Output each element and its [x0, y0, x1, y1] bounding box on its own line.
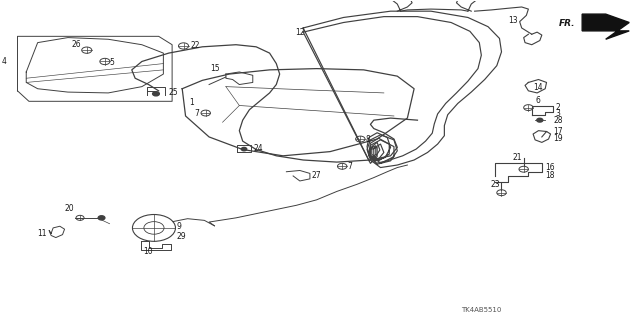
- Text: 24: 24: [253, 144, 263, 153]
- Text: 2: 2: [556, 103, 560, 112]
- Text: 6: 6: [535, 96, 540, 105]
- Text: FR.: FR.: [559, 19, 575, 28]
- Text: 28: 28: [553, 116, 563, 125]
- Text: 23: 23: [490, 180, 500, 189]
- Text: 21: 21: [513, 153, 522, 163]
- Text: 7: 7: [347, 162, 352, 171]
- Text: 18: 18: [545, 172, 555, 180]
- Text: 16: 16: [545, 163, 555, 172]
- Text: 25: 25: [169, 88, 179, 97]
- Text: 15: 15: [211, 64, 220, 73]
- Text: 4: 4: [2, 57, 7, 66]
- Text: TK4AB5510: TK4AB5510: [461, 307, 502, 313]
- Text: 26: 26: [71, 40, 81, 49]
- Circle shape: [241, 148, 247, 151]
- Polygon shape: [582, 14, 629, 39]
- Text: 8: 8: [365, 134, 370, 144]
- Text: 22: 22: [190, 42, 200, 51]
- Text: 13: 13: [508, 16, 518, 25]
- Circle shape: [98, 216, 105, 220]
- Text: 19: 19: [553, 134, 563, 143]
- Text: 10: 10: [143, 247, 153, 256]
- Text: 29: 29: [177, 232, 186, 241]
- Text: 1: 1: [189, 98, 194, 107]
- Text: 14: 14: [533, 84, 543, 92]
- Text: 17: 17: [553, 127, 563, 136]
- Text: 12: 12: [295, 28, 305, 36]
- Text: 27: 27: [311, 172, 321, 180]
- Text: 5: 5: [109, 58, 115, 67]
- Text: 20: 20: [65, 204, 74, 213]
- Circle shape: [537, 118, 543, 122]
- Text: 9: 9: [177, 222, 182, 231]
- Text: 11: 11: [38, 229, 47, 238]
- Circle shape: [152, 92, 159, 96]
- Text: 7: 7: [195, 108, 199, 117]
- Text: 3: 3: [556, 109, 560, 118]
